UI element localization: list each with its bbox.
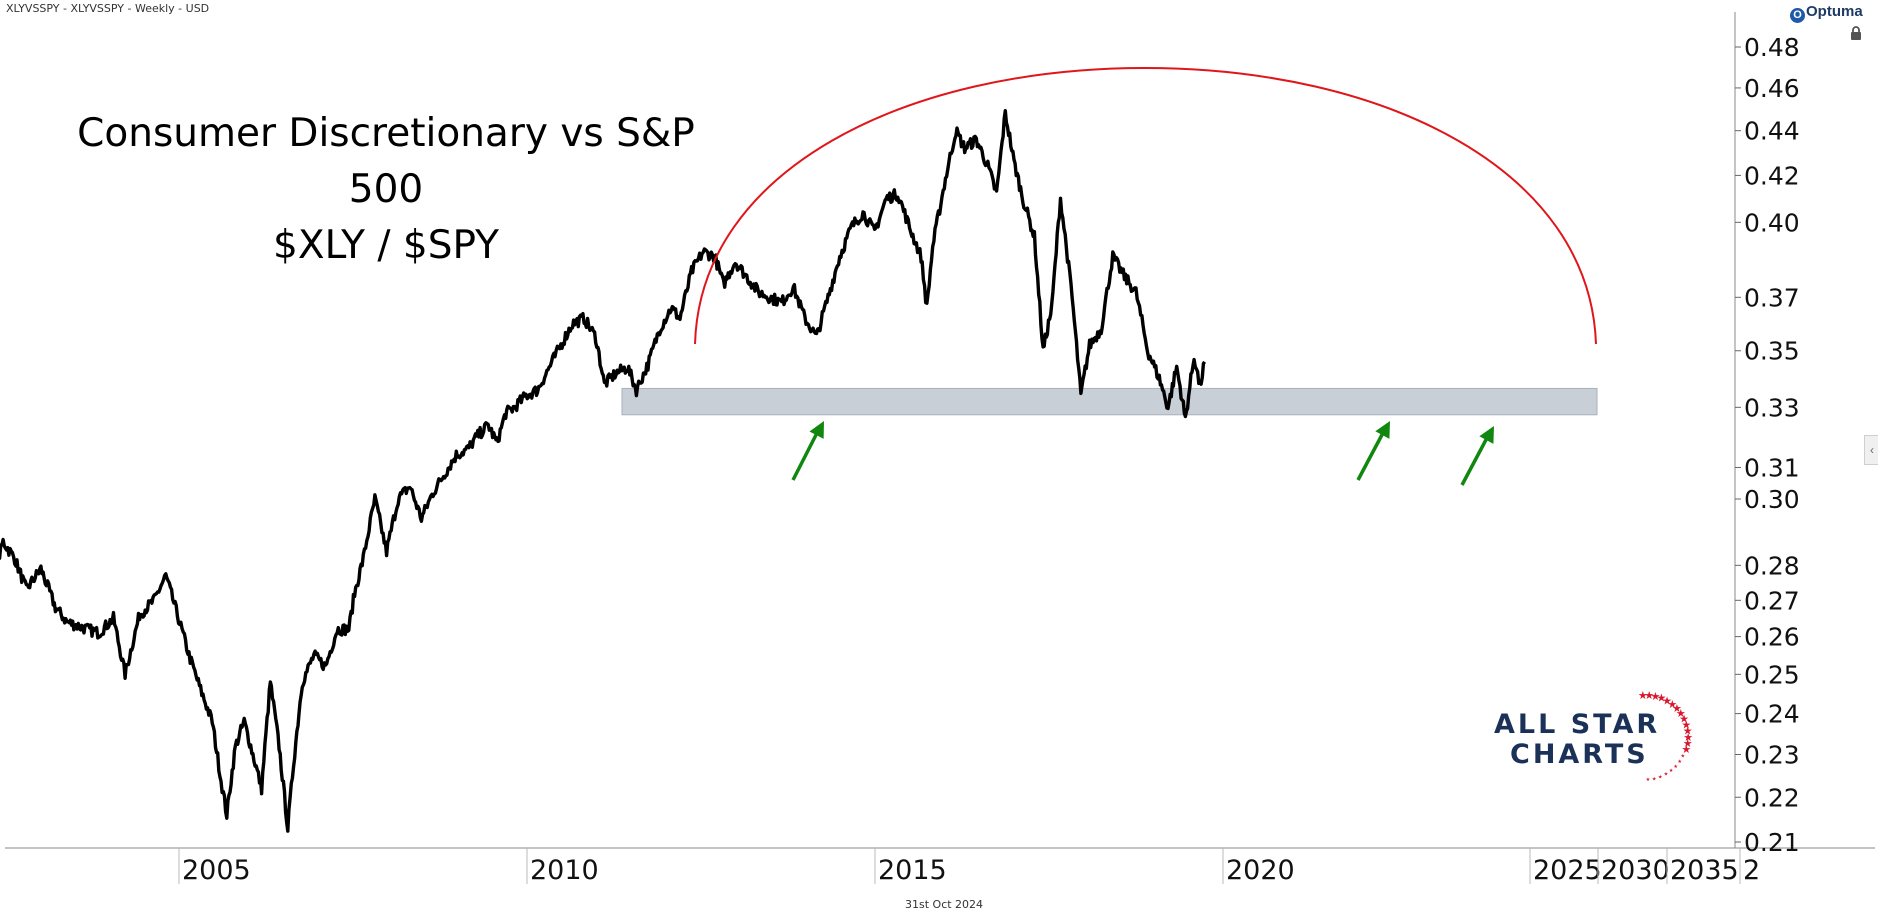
- chart-subtitle: $XLY / $SPY: [273, 223, 499, 268]
- logo-star: ★: [1676, 708, 1686, 720]
- x-tick-label: 2010: [530, 855, 599, 886]
- logo-star: ★: [1662, 695, 1672, 707]
- y-tick-label: 0.23: [1744, 741, 1800, 770]
- logo-star: ★: [1664, 772, 1669, 778]
- x-tick-label: 2030: [1601, 855, 1670, 886]
- y-tick-label: 0.46: [1744, 74, 1800, 103]
- logo-star: ★: [1667, 699, 1677, 711]
- x-tick-label: 2035: [1670, 855, 1739, 886]
- y-tick-label: 0.22: [1744, 783, 1800, 812]
- logo-star: ★: [1681, 754, 1686, 760]
- logo-star: ★: [1683, 738, 1693, 750]
- rounding-top-arc: [694, 66, 1597, 345]
- logo-line-1: ALL STAR: [1494, 709, 1661, 740]
- logo-star: ★: [1677, 759, 1682, 765]
- side-panel-collapse-icon[interactable]: ‹: [1864, 435, 1878, 465]
- y-tick-label: 0.30: [1744, 485, 1800, 514]
- logo-star: ★: [1683, 732, 1693, 744]
- optuma-logo-icon: O: [1790, 8, 1805, 23]
- logo-line-2: CHARTS: [1510, 739, 1649, 770]
- logo-star: ★: [1681, 744, 1691, 756]
- logo-star: ★: [1656, 693, 1666, 705]
- optuma-brand-label: Optuma: [1806, 3, 1863, 20]
- logo-star-ring-icon: ★★★★★★★★★★★★★★★★★★★★★★: [1638, 690, 1693, 783]
- x-tick-label: 2025: [1533, 855, 1602, 886]
- y-tick-label: 0.35: [1744, 337, 1800, 366]
- logo-star: ★: [1646, 777, 1651, 783]
- y-tick-label: 0.28: [1744, 551, 1800, 580]
- allstarcharts-logo: ALL STAR CHARTS ★ ★ ★ ★ ★ ★ ★ ★ ★ ★ ★ ★ ★ ★ ★ ★ ★ ★ ★ ★ ★ ★: [1494, 683, 1694, 793]
- support-test-arrowhead: [809, 421, 824, 439]
- optuma-brand: O Optuma: [1790, 3, 1863, 23]
- y-tick-label: 0.37: [1744, 283, 1800, 312]
- logo-star: ★: [1681, 719, 1691, 731]
- chart-title-block: Consumer Discretionary vs S&P 500 $XLY /…: [56, 106, 716, 274]
- logo-star: ★: [1683, 725, 1693, 737]
- logo-star: ★: [1644, 690, 1654, 702]
- logo-star: ★: [1650, 691, 1660, 703]
- x-tick-label: 2020: [1226, 855, 1295, 886]
- y-tick-label: 0.48: [1744, 33, 1800, 62]
- lock-icon[interactable]: [1849, 26, 1863, 40]
- x-tick-label: 2015: [878, 855, 947, 886]
- support-test-arrow: [791, 430, 820, 481]
- y-tick-label: 0.27: [1744, 586, 1800, 615]
- y-tick-label: 0.33: [1744, 393, 1800, 422]
- chart-title: Consumer Discretionary vs S&P 500: [77, 111, 695, 212]
- support-test-arrowhead: [1375, 421, 1390, 439]
- support-test-arrow: [1460, 435, 1490, 486]
- logo-star: ★: [1638, 690, 1648, 702]
- support-test-arrowhead: [1479, 426, 1494, 444]
- price-series-line: [0, 109, 1207, 833]
- footer-date: 31st Oct 2024: [905, 898, 984, 911]
- y-tick-label: 0.31: [1744, 453, 1800, 482]
- y-tick-label: 0.21: [1744, 828, 1800, 857]
- y-tick-label: 0.42: [1744, 161, 1800, 190]
- y-tick-label: 0.24: [1744, 700, 1800, 729]
- support-zone-band: [621, 387, 1598, 416]
- logo-star: ★: [1669, 768, 1674, 774]
- y-tick-label: 0.26: [1744, 623, 1800, 652]
- logo-star: ★: [1652, 776, 1657, 782]
- x-tick-label: 2005: [182, 855, 251, 886]
- logo-star: ★: [1673, 764, 1678, 770]
- y-tick-label: 0.25: [1744, 660, 1800, 689]
- chart-symbol-header: XLYVSSPY - XLYVSSPY - Weekly - USD: [6, 2, 210, 15]
- logo-star: ★: [1679, 713, 1689, 725]
- support-test-arrow: [1356, 430, 1386, 481]
- logo-star: ★: [1658, 774, 1663, 780]
- logo-star: ★: [1672, 703, 1682, 715]
- y-tick-label: 0.40: [1744, 208, 1800, 237]
- y-tick-label: 0.44: [1744, 117, 1800, 146]
- x-tick-label: 2: [1743, 855, 1760, 886]
